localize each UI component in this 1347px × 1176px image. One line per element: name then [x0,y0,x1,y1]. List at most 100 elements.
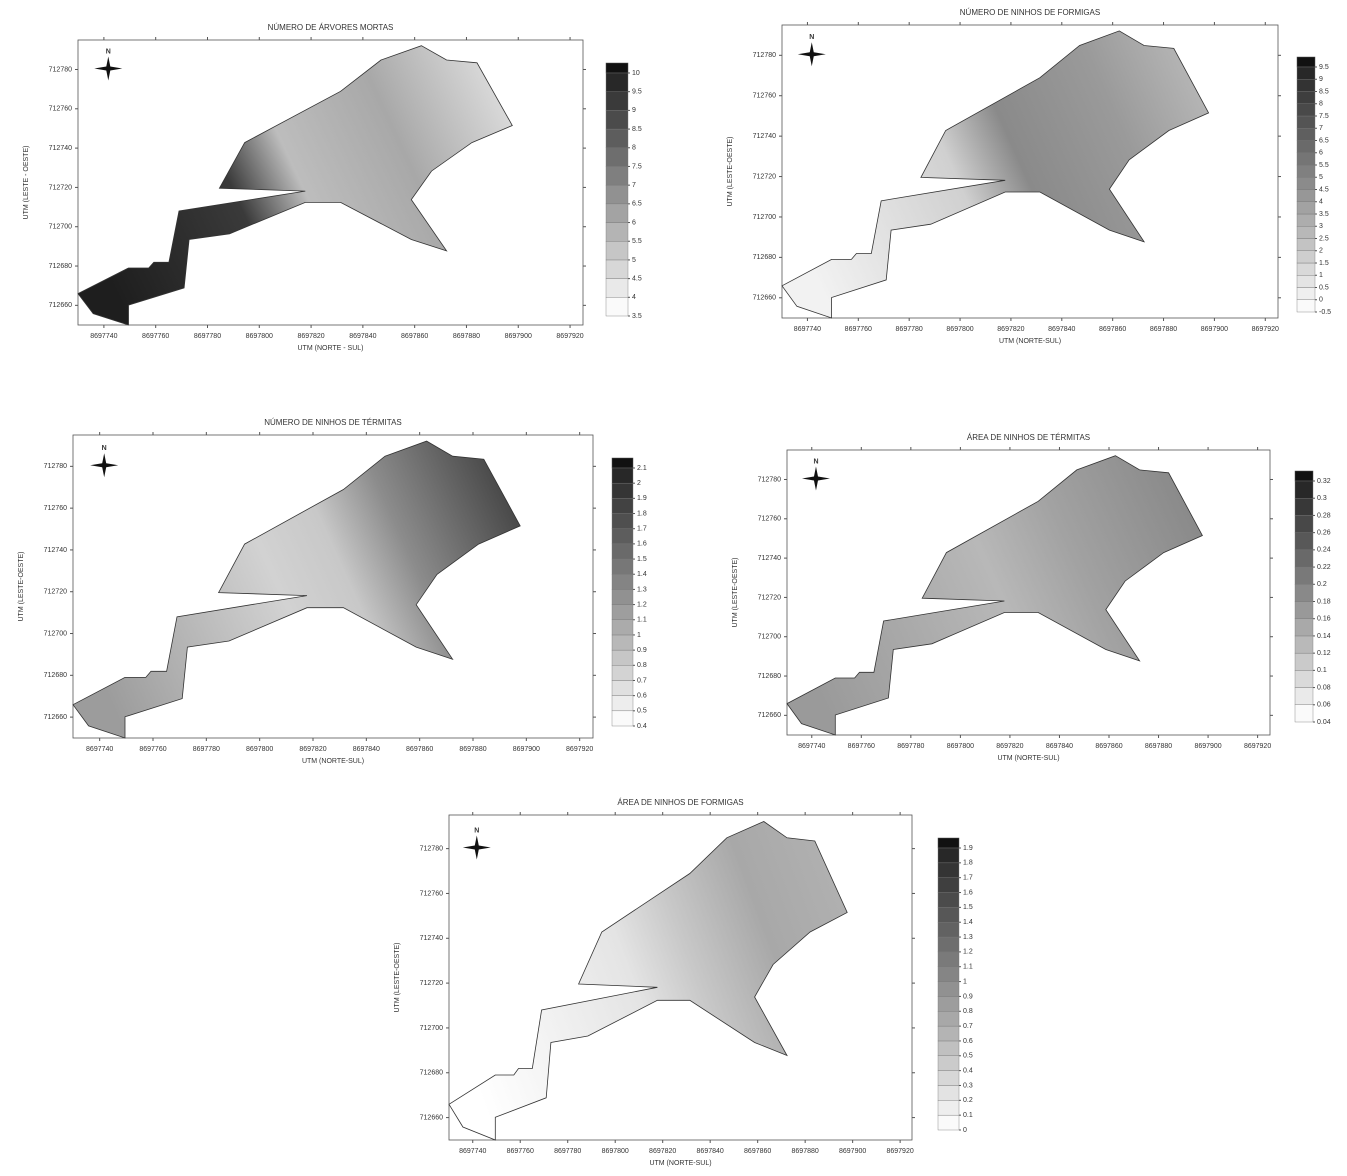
colorbar-band [1296,201,1316,215]
colorbar-band [937,981,960,997]
colorbar-label: 0.9 [637,647,647,654]
colorbar-band [937,1011,960,1027]
y-tick-label: 712740 [758,555,781,562]
colorbar-label: 9.5 [1319,64,1329,71]
site-surface [72,440,521,739]
colorbar-label: 0.6 [963,1038,973,1045]
y-tick-label: 712680 [758,673,781,680]
y-tick-label: 712660 [44,714,67,721]
x-tick-label: 8697920 [556,333,583,340]
colorbar-label: 0.1 [1317,667,1327,674]
colorbar-band [605,147,629,167]
colorbar-label: 1.3 [637,586,647,593]
x-tick-label: 8697900 [513,746,540,753]
x-tick-label: 8697760 [507,1148,534,1155]
chart-title: NÚMERO DE NINHOS DE TÉRMITAS [264,418,402,427]
chart-title: NÚMERO DE ÁRVORES MORTAS [268,23,394,32]
x-tick-label: 8697800 [602,1148,629,1155]
x-tick-label: 8697740 [459,1148,486,1155]
x-tick-label: 8697740 [798,743,825,750]
colorbar-label: 9.5 [632,89,642,96]
colorbar-band [1296,164,1316,178]
colorbar-label: 8.5 [1319,88,1329,95]
x-axis-label: UTM (NORTE-SUL) [649,1160,711,1167]
colorbar-label: 0.22 [1317,564,1331,571]
colorbar-band [937,847,960,864]
x-tick-label: 8697880 [1145,743,1172,750]
x-tick-label: 8697840 [1046,743,1073,750]
colorbar-band [1296,299,1316,313]
colorbar-label: 5 [1319,174,1323,181]
colorbar-label: 0.3 [1317,495,1327,502]
colorbar-label: 0.4 [963,1067,973,1074]
colorbar-band [937,1040,960,1056]
y-tick-label: 712660 [49,302,72,309]
colorbar-cap [937,837,960,849]
y-tick-label: 712780 [420,845,443,852]
colorbar-label: 0.2 [963,1097,973,1104]
colorbar-label: 0.7 [637,677,647,684]
y-tick-label: 712720 [758,594,781,601]
x-tick-label: 8697840 [697,1148,724,1155]
colorbar-band [611,649,634,666]
x-tick-label: 8697740 [90,333,117,340]
site-surface [448,821,848,1141]
x-tick-label: 8697820 [997,326,1024,333]
x-tick-label: 8697780 [554,1148,581,1155]
x-tick-label: 8697840 [353,746,380,753]
x-tick-label: 8697860 [744,1148,771,1155]
x-tick-label: 8697920 [886,1148,913,1155]
colorbar-label: 0.2 [1317,581,1327,588]
x-axis-label: UTM (NORTE-SUL) [999,338,1061,345]
compass [94,56,123,81]
colorbar-band [605,128,629,148]
x-tick-label: 8697860 [1095,743,1122,750]
colorbar-label: 0.3 [963,1082,973,1089]
colorbar-label: 0 [963,1127,967,1134]
colorbar-label: 9 [1319,76,1323,83]
colorbar-band [611,695,634,712]
compass [797,42,826,67]
x-tick-label: 8697800 [947,743,974,750]
colorbar-band [1296,79,1316,92]
colorbar-band [1296,238,1316,251]
colorbar-label: 4 [632,294,636,301]
y-tick-label: 712700 [753,214,776,221]
colorbar-band [605,222,629,242]
site-surface [77,45,513,326]
y-tick-label: 712720 [420,980,443,987]
colorbar-label: 0.5 [637,708,647,715]
colorbar-label: 1.7 [637,526,647,533]
x-tick-label: 8697900 [1201,326,1228,333]
colorbar-band [937,922,960,938]
y-axis-label: UTM (LESTE - OESTE) [23,146,30,220]
colorbar-label: 0.6 [637,692,647,699]
compass-label: N [474,827,479,834]
y-tick-label: 712780 [44,463,67,470]
x-axis-label: UTM (NORTE - SUL) [298,345,364,352]
y-tick-label: 712720 [44,589,67,596]
y-tick-label: 712740 [44,547,67,554]
x-tick-label: 8697780 [897,743,924,750]
y-tick-label: 712760 [44,505,67,512]
colorbar-band [1296,226,1316,239]
colorbar-label: 1 [637,632,641,639]
colorbar-label: 3 [1319,223,1323,230]
compass [462,835,491,860]
colorbar-label: 1.4 [963,919,973,926]
colorbar-band [937,877,960,893]
y-tick-label: 712660 [758,712,781,719]
colorbar-label: 6.5 [1319,137,1329,144]
colorbar-label: 0.5 [1319,284,1329,291]
colorbar-label: 8 [632,145,636,152]
y-tick-label: 712700 [420,1025,443,1032]
colorbar-label: 7 [1319,125,1323,132]
colorbar-band [611,574,634,590]
colorbar-band [1296,152,1316,166]
y-tick-label: 712700 [49,224,72,231]
colorbar-band [1294,652,1314,671]
y-tick-label: 712660 [753,295,776,302]
colorbar-label: 2.5 [1319,235,1329,242]
